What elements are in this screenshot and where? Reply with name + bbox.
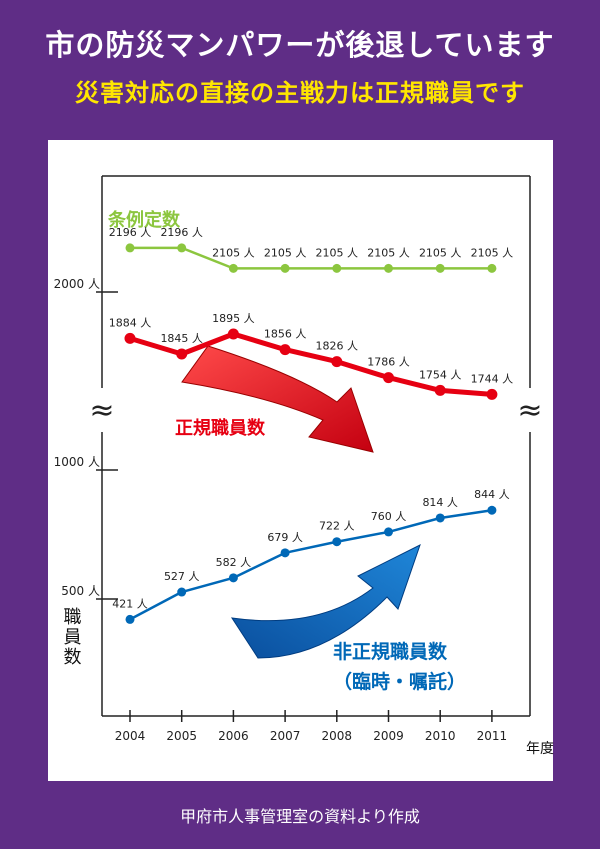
data-point-nonregular bbox=[384, 527, 393, 537]
data-label-nonregular: 760 人 bbox=[371, 510, 407, 523]
page-subtitle: 災害対応の直接の主戦力は正規職員です bbox=[75, 79, 525, 107]
series-label-ordinance: 条例定数 bbox=[107, 209, 181, 231]
data-label-regular: 1744 人 bbox=[471, 372, 514, 385]
page-title: 市の防災マンパワーが後退しています bbox=[45, 28, 555, 62]
data-point-nonregular bbox=[125, 614, 135, 624]
series-label-regular: 正規職員数 bbox=[175, 417, 266, 439]
data-label-regular: 1895 人 bbox=[212, 312, 255, 325]
data-point-ordinance bbox=[228, 263, 238, 273]
data-point-ordinance bbox=[177, 243, 187, 253]
data-point-ordinance bbox=[435, 263, 445, 273]
data-point-regular bbox=[176, 348, 188, 360]
data-point-ordinance bbox=[384, 263, 393, 273]
data-point-ordinance bbox=[487, 263, 497, 273]
series-label-nonregular: 非正規職員数 bbox=[333, 640, 448, 663]
series-line-ordinance bbox=[130, 246, 492, 270]
data-point-nonregular bbox=[435, 513, 445, 523]
data-point-regular bbox=[486, 388, 498, 400]
data-label-ordinance: 2196 人 bbox=[160, 226, 203, 239]
data-point-nonregular bbox=[487, 505, 497, 515]
data-label-nonregular: 814 人 bbox=[422, 496, 458, 509]
data-label-ordinance: 2196 人 bbox=[109, 226, 152, 239]
data-label-regular: 1786 人 bbox=[367, 356, 410, 369]
data-label-regular: 1884 人 bbox=[109, 316, 152, 329]
data-point-ordinance bbox=[332, 263, 342, 273]
data-point-regular bbox=[434, 384, 446, 396]
data-point-nonregular bbox=[228, 573, 238, 583]
axis-break-right: ≈ bbox=[517, 393, 542, 428]
data-point-nonregular bbox=[280, 548, 290, 558]
x-tick-label: 2007 bbox=[270, 729, 301, 743]
series-line-regular bbox=[129, 331, 493, 397]
series-layer: 2196 人 2196 人 2105 人 2105 人 2105 人 2105 人 2105… bbox=[109, 226, 513, 624]
series-line-nonregular bbox=[129, 509, 493, 621]
data-label-ordinance: 2105 人 bbox=[419, 246, 462, 259]
data-point-regular bbox=[383, 372, 394, 384]
data-label-ordinance: 2105 人 bbox=[212, 246, 255, 259]
y-axis-title: 職員数 bbox=[61, 607, 82, 667]
data-label-ordinance: 2105 人 bbox=[367, 246, 410, 259]
x-tick-label: 2010 bbox=[425, 729, 456, 743]
data-point-regular bbox=[279, 344, 291, 356]
x-tick-label: 2011 bbox=[477, 729, 508, 743]
data-label-nonregular: 679 人 bbox=[267, 531, 303, 544]
data-label-nonregular: 582 人 bbox=[216, 556, 252, 569]
series-label-nonregular-sub: （臨時・嘱託） bbox=[333, 670, 466, 693]
x-tick-label: 2005 bbox=[166, 729, 197, 743]
data-label-ordinance: 2105 人 bbox=[264, 246, 307, 259]
x-axis-title: 年度 bbox=[526, 741, 554, 757]
data-label-nonregular: 527 人 bbox=[164, 570, 200, 583]
axis-break-left: ≈ bbox=[89, 393, 114, 428]
data-label-ordinance: 2105 人 bbox=[316, 246, 359, 259]
data-point-ordinance bbox=[280, 263, 290, 273]
y-tick-label: 1000 人 bbox=[54, 455, 100, 469]
decrease-arrow bbox=[181, 345, 374, 453]
x-tick-label: 2006 bbox=[218, 729, 249, 743]
data-point-ordinance bbox=[125, 243, 135, 253]
data-point-regular bbox=[124, 332, 136, 344]
plot-frame bbox=[101, 175, 531, 717]
x-tick-labels: 2004 2005 2006 2007 2008 2009 2010 2011 bbox=[115, 710, 507, 743]
data-point-nonregular bbox=[332, 537, 342, 547]
data-point-regular bbox=[227, 328, 239, 340]
y-tick-label: 500 人 bbox=[61, 584, 100, 598]
data-label-nonregular: 722 人 bbox=[319, 520, 355, 533]
increase-arrow bbox=[230, 544, 421, 659]
data-label-ordinance: 2105 人 bbox=[471, 246, 514, 259]
data-label-regular: 1856 人 bbox=[264, 328, 307, 341]
x-tick-label: 2004 bbox=[115, 729, 146, 743]
y-tick-label: 2000 人 bbox=[54, 277, 100, 291]
data-label-nonregular: 421 人 bbox=[112, 597, 148, 610]
data-label-nonregular: 844 人 bbox=[474, 488, 510, 501]
x-tick-label: 2009 bbox=[373, 729, 404, 743]
y-ticks: 2000 人 1000 人 500 人 bbox=[54, 277, 118, 600]
data-point-regular bbox=[331, 356, 343, 368]
x-tick-label: 2008 bbox=[322, 729, 353, 743]
data-point-nonregular bbox=[177, 587, 187, 597]
source-note: 甲府市人事管理室の資料より作成 bbox=[180, 807, 420, 826]
data-label-regular: 1754 人 bbox=[419, 368, 462, 381]
data-label-regular: 1826 人 bbox=[316, 340, 359, 353]
data-label-regular: 1845 人 bbox=[160, 332, 203, 345]
